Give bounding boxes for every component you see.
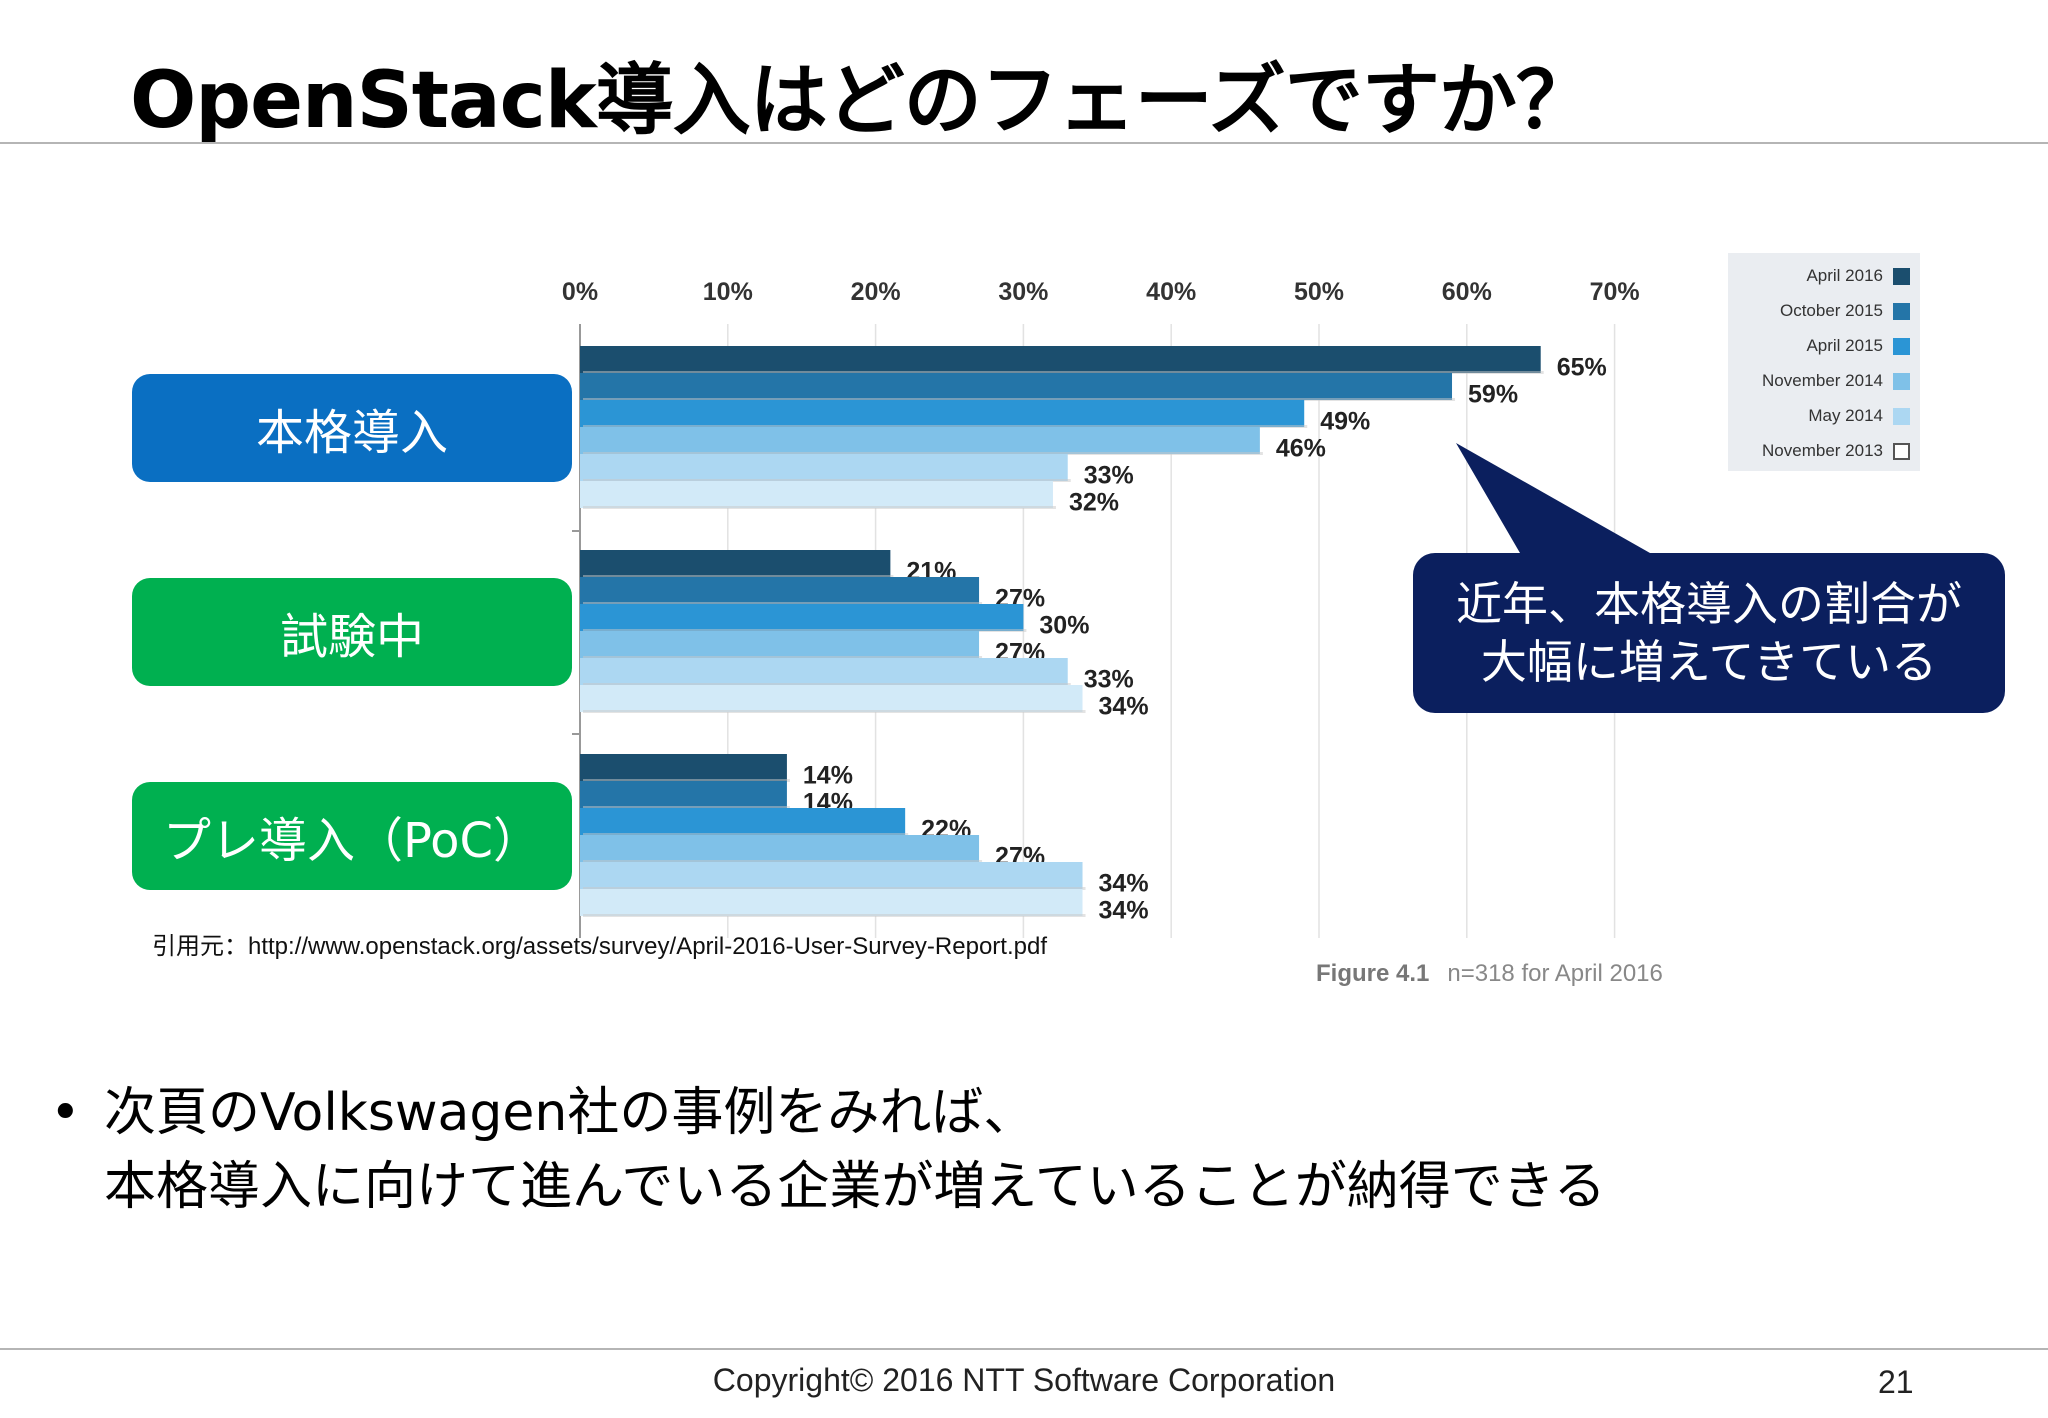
data-label: 33% [1084,666,1134,694]
bar-shadow [583,806,790,809]
figure-caption-text: n=318 for April 2016 [1447,960,1663,987]
x-tick-label: 40% [1146,278,1196,306]
data-label: 30% [1039,612,1089,640]
footer-divider [0,1348,2048,1350]
footer-copyright: Copyright© 2016 NTT Software Corporation [712,1362,1336,1398]
bar-shadow [583,479,1071,482]
legend-label: November 2013 [1762,441,1883,460]
data-label: 65% [1557,354,1607,382]
data-label: 32% [1069,489,1119,517]
x-tick-label: 0% [562,278,598,306]
bullet-dot-icon: • [50,1083,81,1143]
bar-shadow [583,575,894,578]
data-label: 33% [1084,462,1134,490]
legend-label: April 2016 [1806,266,1883,285]
bar [580,862,1083,889]
bar-shadow [583,371,1544,374]
category-label-production: 本格導入 [132,374,572,482]
bar [580,781,787,808]
bar [580,373,1453,400]
legend-item: May 2014 [1808,403,1910,429]
source-note: 引用元：http://www.openstack.org/assets/surv… [152,933,1047,960]
bar [580,658,1068,685]
legend-swatch [1893,372,1910,390]
legend-item: November 2013 [1762,438,1910,464]
bullet-line-1: 次頁のVolkswagen社の事例をみれば、 [104,1083,1036,1143]
bar [580,808,906,835]
category-label-poc: プレ導入（PoC） [132,782,572,890]
legend-label: October 2015 [1779,301,1883,320]
legend-item: October 2015 [1780,298,1910,324]
bar [580,550,891,577]
figure-caption-label: Figure 4.1 [1316,960,1430,987]
x-tick-label: 30% [998,278,1048,306]
data-label: 14% [803,762,853,790]
data-label: 49% [1320,408,1370,436]
bar [580,889,1083,916]
bar-chart: 0% 10% 20% 30% 40% 50% 60% 70%65%21%14%59%27%14… [562,278,1650,938]
page-number: 21 [1878,1364,1914,1400]
bar-shadow [583,398,1456,401]
bar [580,631,980,658]
bar [580,754,787,781]
legend-item: November 2014 [1762,368,1910,394]
bar-shadow [583,629,1027,632]
legend-swatch [1893,267,1910,285]
x-tick-label: 60% [1442,278,1492,306]
bar-shadow [583,833,909,836]
bar [580,577,980,604]
bar [580,604,1024,631]
x-tick-label: 50% [1294,278,1344,306]
bar [580,685,1083,712]
bar-shadow [583,683,1071,686]
bar-shadow [583,602,983,605]
legend-label: May 2014 [1808,406,1883,425]
data-label: 34% [1099,870,1149,898]
bar-shadow [583,914,1086,917]
legend-label: April 2015 [1806,336,1883,355]
bar-shadow [583,425,1308,428]
bar-shadow [583,506,1056,509]
bar-shadow [583,779,790,782]
legend-swatch [1893,337,1910,355]
callout-line-1: 近年、本格導入の割合が [1456,577,1962,631]
category-label-testing: 試験中 [132,578,572,686]
bar [580,835,980,862]
legend-swatch [1893,302,1910,320]
data-label: 34% [1099,897,1149,925]
callout-box: 近年、本格導入の割合が 大幅に増えてきている [1413,553,2005,713]
callout-line-2: 大幅に増えてきている [1480,635,1938,689]
legend-swatch [1893,407,1910,425]
bullet-line-2: 本格導入に向けて進んでいる企業が増えていることが納得できる [104,1157,1606,1217]
x-tick-label: 10% [703,278,753,306]
bar-shadow [583,710,1086,713]
bar [580,346,1541,373]
figure-caption: Figure 4.1 n=318 for April 2016 [1316,960,1663,988]
bar-shadow [583,656,983,659]
bar [580,454,1068,481]
bar-shadow [583,860,983,863]
bar-shadow [583,887,1086,890]
legend-swatch [1893,442,1910,460]
page-title: OpenStack導入はどのフェーズですか？ [130,56,1594,146]
data-label: 59% [1468,381,1518,409]
data-label: 46% [1276,435,1326,463]
legend-item: April 2015 [1806,333,1910,359]
bar-shadow [583,452,1263,455]
x-tick-label: 70% [1590,278,1640,306]
data-label: 34% [1099,693,1149,721]
bar [580,400,1305,427]
legend-label: November 2014 [1762,371,1883,390]
legend-item: April 2016 [1806,263,1910,289]
bar [580,481,1053,508]
x-tick-label: 20% [851,278,901,306]
title-divider [0,142,2048,144]
chart-legend: April 2016 October 2015 April 2015 November… [1728,253,1920,471]
callout-pointer [1456,443,1650,553]
bar [580,427,1260,454]
